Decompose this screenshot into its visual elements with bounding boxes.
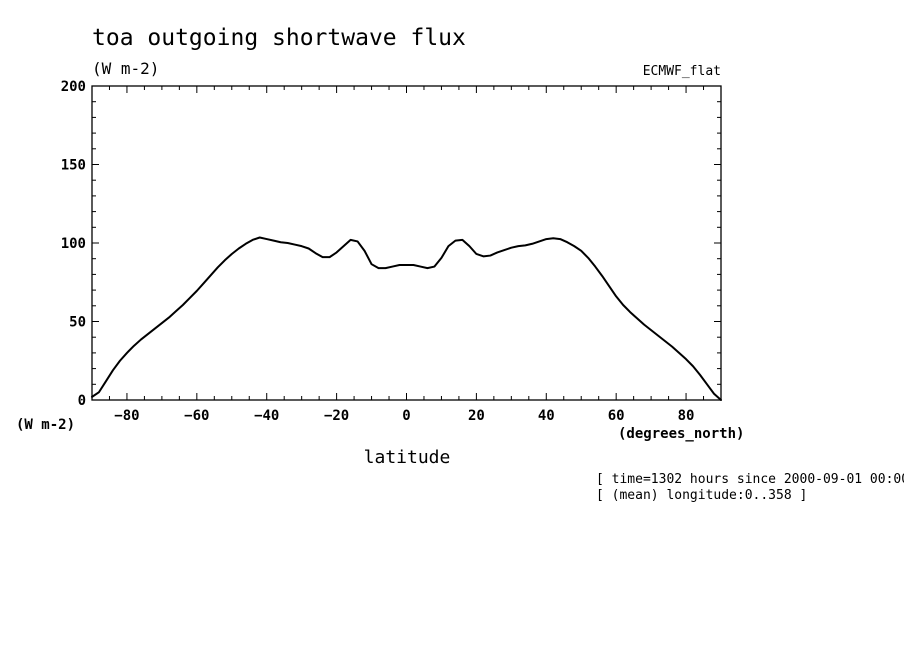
footer-line-time: [ time=1302 hours since 2000-09-01 00:00… — [596, 472, 904, 487]
tick-labels-group: −80 −60 −40 −20 0 20 40 60 80 0 50 100 150 200 — [61, 79, 695, 424]
x-tick-label: −40 — [254, 408, 279, 424]
axes-group — [91, 85, 722, 401]
x-axis-units: (degrees_north) — [618, 426, 744, 442]
series-line — [91, 236, 722, 401]
x-tick-label: 0 — [402, 408, 410, 424]
plot-frame — [91, 85, 722, 401]
y-tick-label: 0 — [78, 393, 86, 409]
x-tick-label: −20 — [324, 408, 349, 424]
chart-units: (W m-2) — [92, 59, 159, 78]
footer-line-longitude: [ (mean) longitude:0..358 ] — [596, 488, 807, 503]
series-group — [91, 236, 722, 401]
y-tick-label: 150 — [61, 158, 86, 174]
y-tick-label: 50 — [69, 315, 86, 331]
x-tick-label: −80 — [114, 408, 139, 424]
model-label: ECMWF_flat — [643, 64, 721, 79]
x-tick-label: 20 — [468, 408, 485, 424]
y-axis-label: (W m-2) — [16, 417, 75, 433]
y-tick-label: 200 — [61, 79, 86, 95]
x-tick-label: 80 — [678, 408, 695, 424]
y-tick-label: 100 — [61, 236, 86, 252]
x-tick-label: 40 — [538, 408, 555, 424]
x-axis-label: latitude — [364, 447, 451, 468]
x-tick-label: −60 — [184, 408, 209, 424]
x-tick-label: 60 — [608, 408, 625, 424]
ticks-group — [91, 85, 722, 401]
chart-title: toa outgoing shortwave flux — [92, 25, 466, 51]
